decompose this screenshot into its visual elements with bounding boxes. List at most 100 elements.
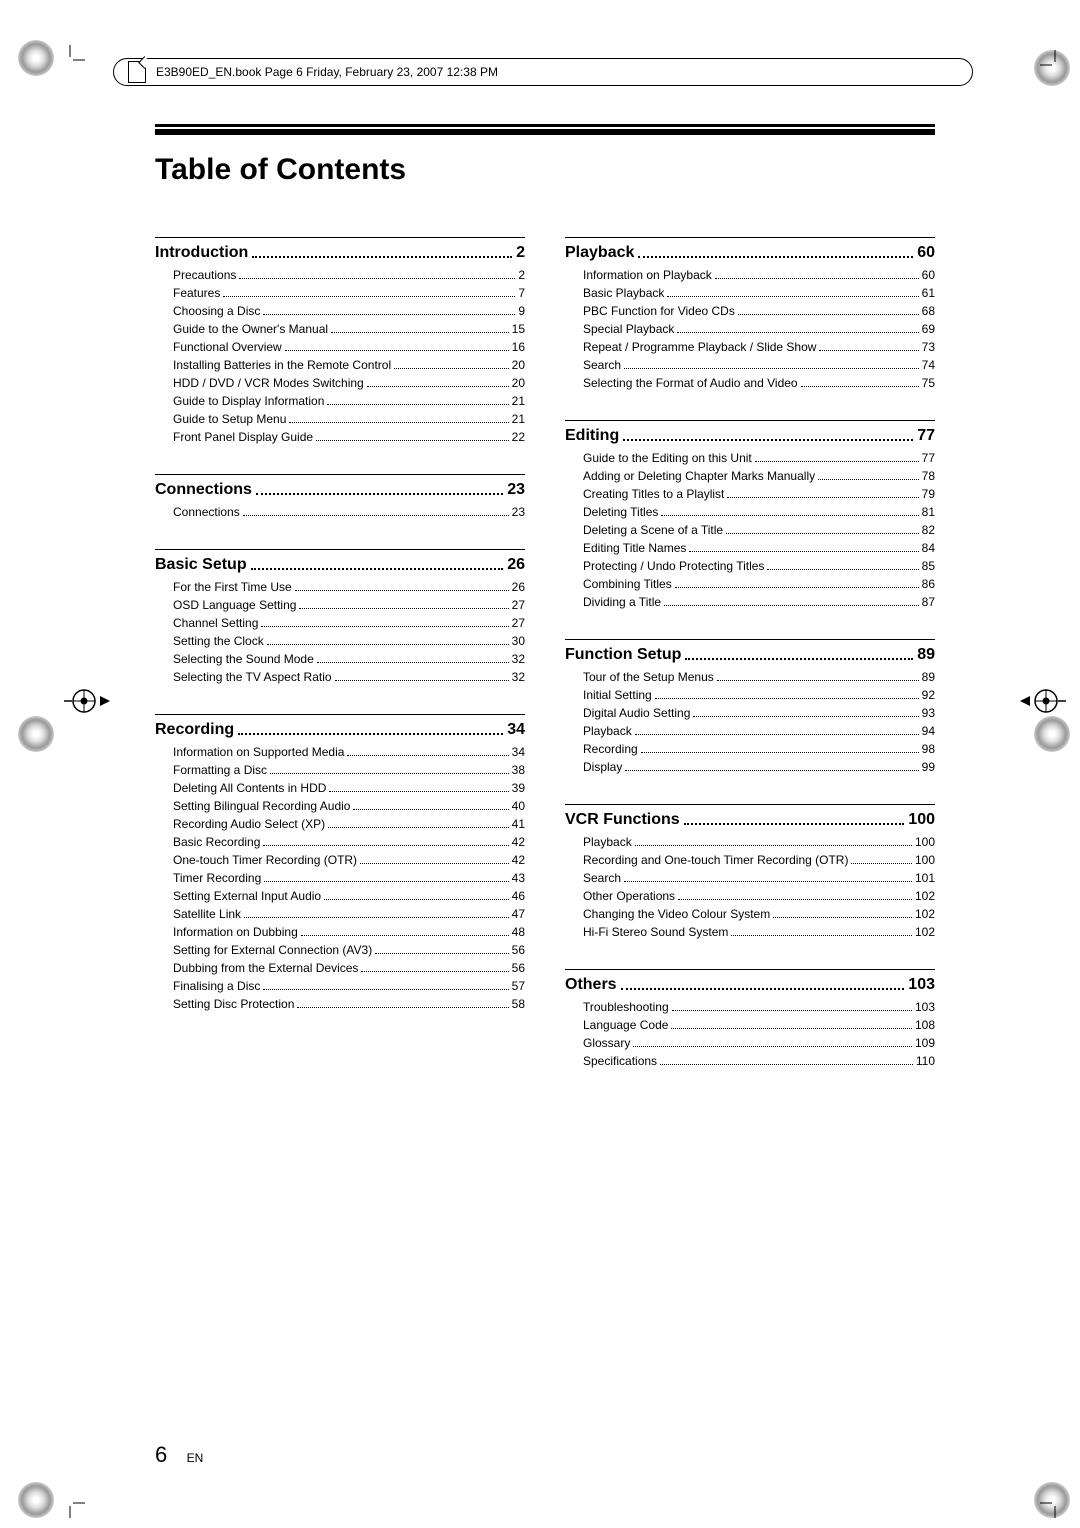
entry-label: Guide to Display Information <box>173 394 324 408</box>
toc-entry: Troubleshooting103 <box>583 1000 935 1014</box>
toc-entry: Digital Audio Setting93 <box>583 706 935 720</box>
toc-section: Playback 60 Information on Playback 60 Basi… <box>565 237 935 390</box>
toc-section: VCR Functions 100Playback100 Recording an… <box>565 804 935 939</box>
leader-dots <box>621 976 905 990</box>
entry-label: Deleting Titles <box>583 505 658 519</box>
leader-dots <box>295 590 509 591</box>
entry-label: Combining Titles <box>583 577 672 591</box>
leader-dots <box>251 556 504 570</box>
leader-dots <box>624 368 919 369</box>
section-title: Connections <box>155 481 252 499</box>
toc-entry: Basic Recording42 <box>173 835 525 849</box>
registration-mark <box>18 716 54 752</box>
leader-dots <box>675 587 919 588</box>
section-page: 23 <box>507 481 525 499</box>
page-lang: EN <box>187 1451 204 1465</box>
entry-label: Selecting the Format of Audio and Video <box>583 376 798 390</box>
entry-page: 78 <box>922 469 935 483</box>
entry-label: Choosing a Disc <box>173 304 260 318</box>
section-page: 2 <box>516 244 525 262</box>
leader-dots <box>331 332 509 333</box>
entry-label: Editing Title Names <box>583 541 686 555</box>
toc-entry: Features7 <box>173 286 525 300</box>
entry-page: 100 <box>915 835 935 849</box>
toc-entry: Basic Playback61 <box>583 286 935 300</box>
entry-label: Information on Playback <box>583 268 712 282</box>
entry-page: 32 <box>512 652 525 666</box>
page-number: 6 <box>155 1442 167 1467</box>
section-title: Recording <box>155 721 234 739</box>
entry-label: Front Panel Display Guide <box>173 430 313 444</box>
toc-entry: Playback100 <box>583 835 935 849</box>
entry-page: 93 <box>922 706 935 720</box>
toc-entry: Deleting a Scene of a Title82 <box>583 523 935 537</box>
leader-dots <box>261 626 508 627</box>
toc-right-column: Playback 60 Information on Playback 60 Basi… <box>565 237 935 1098</box>
toc-entry: Search101 <box>583 871 935 885</box>
toc-entry: Channel Setting27 <box>173 616 525 630</box>
toc-entry: Selecting the TV Aspect Ratio32 <box>173 670 525 684</box>
entry-label: Other Operations <box>583 889 675 903</box>
section-heading: Playback 60 <box>565 244 935 262</box>
section-title: Introduction <box>155 244 248 262</box>
leader-dots <box>329 791 508 792</box>
section-title: Others <box>565 976 617 994</box>
entry-label: Recording and One-touch Timer Recording … <box>583 853 848 867</box>
entry-page: 30 <box>512 634 525 648</box>
leader-dots <box>633 1046 912 1047</box>
leader-dots <box>625 770 918 771</box>
entry-page: 43 <box>512 871 525 885</box>
entry-page: 2 <box>518 268 525 282</box>
leader-dots <box>297 1007 508 1008</box>
entry-page: 58 <box>512 997 525 1011</box>
entry-page: 56 <box>512 961 525 975</box>
entry-label: Setting Bilingual Recording Audio <box>173 799 350 813</box>
section-page: 34 <box>507 721 525 739</box>
leader-dots <box>238 721 503 735</box>
section-page: 89 <box>917 646 935 664</box>
leader-dots <box>239 278 515 279</box>
section-title: Playback <box>565 244 634 262</box>
leader-dots <box>667 296 918 297</box>
leader-dots <box>285 350 509 351</box>
toc-entry: Precautions2 <box>173 268 525 282</box>
entry-label: Tour of the Setup Menus <box>583 670 714 684</box>
entry-label: Setting for External Connection (AV3) <box>173 943 372 957</box>
toc-entry: Choosing a Disc9 <box>173 304 525 318</box>
section-separator <box>565 420 935 421</box>
entry-page: 42 <box>512 835 525 849</box>
leader-dots <box>252 244 512 258</box>
entry-label: Changing the Video Colour System <box>583 907 770 921</box>
section-title: VCR Functions <box>565 811 680 829</box>
section-page: 60 <box>917 244 935 262</box>
entry-page: 79 <box>922 487 935 501</box>
entry-page: 98 <box>922 742 935 756</box>
page-footer: 6 EN <box>155 1442 203 1468</box>
entry-page: 47 <box>512 907 525 921</box>
crop-mark-icon <box>55 45 85 75</box>
section-heading: Editing 77 <box>565 427 935 445</box>
toc-columns: Introduction 2Precautions2Features7Choos… <box>155 237 935 1098</box>
entry-label: Formatting a Disc <box>173 763 267 777</box>
entry-page: 85 <box>922 559 935 573</box>
entry-label: Troubleshooting <box>583 1000 669 1014</box>
alignment-arrow-icon <box>1014 686 1066 716</box>
toc-entry: Finalising a Disc57 <box>173 979 525 993</box>
leader-dots <box>731 935 912 936</box>
page-content: Table of Contents Introduction 2Precauti… <box>155 124 935 1098</box>
entry-page: 109 <box>915 1036 935 1050</box>
toc-entry: Guide to Display Information21 <box>173 394 525 408</box>
toc-section: Connections 23Connections 23 <box>155 474 525 519</box>
entry-label: Hi-Fi Stereo Sound System <box>583 925 728 939</box>
entry-label: Basic Playback <box>583 286 664 300</box>
section-heading: Connections 23 <box>155 481 525 499</box>
page-icon <box>128 61 146 83</box>
entry-page: 84 <box>922 541 935 555</box>
entry-label: HDD / DVD / VCR Modes Switching <box>173 376 364 390</box>
leader-dots <box>671 1028 912 1029</box>
leader-dots <box>263 989 508 990</box>
toc-entry: Initial Setting92 <box>583 688 935 702</box>
leader-dots <box>367 386 509 387</box>
section-page: 77 <box>917 427 935 445</box>
registration-mark <box>18 40 54 76</box>
